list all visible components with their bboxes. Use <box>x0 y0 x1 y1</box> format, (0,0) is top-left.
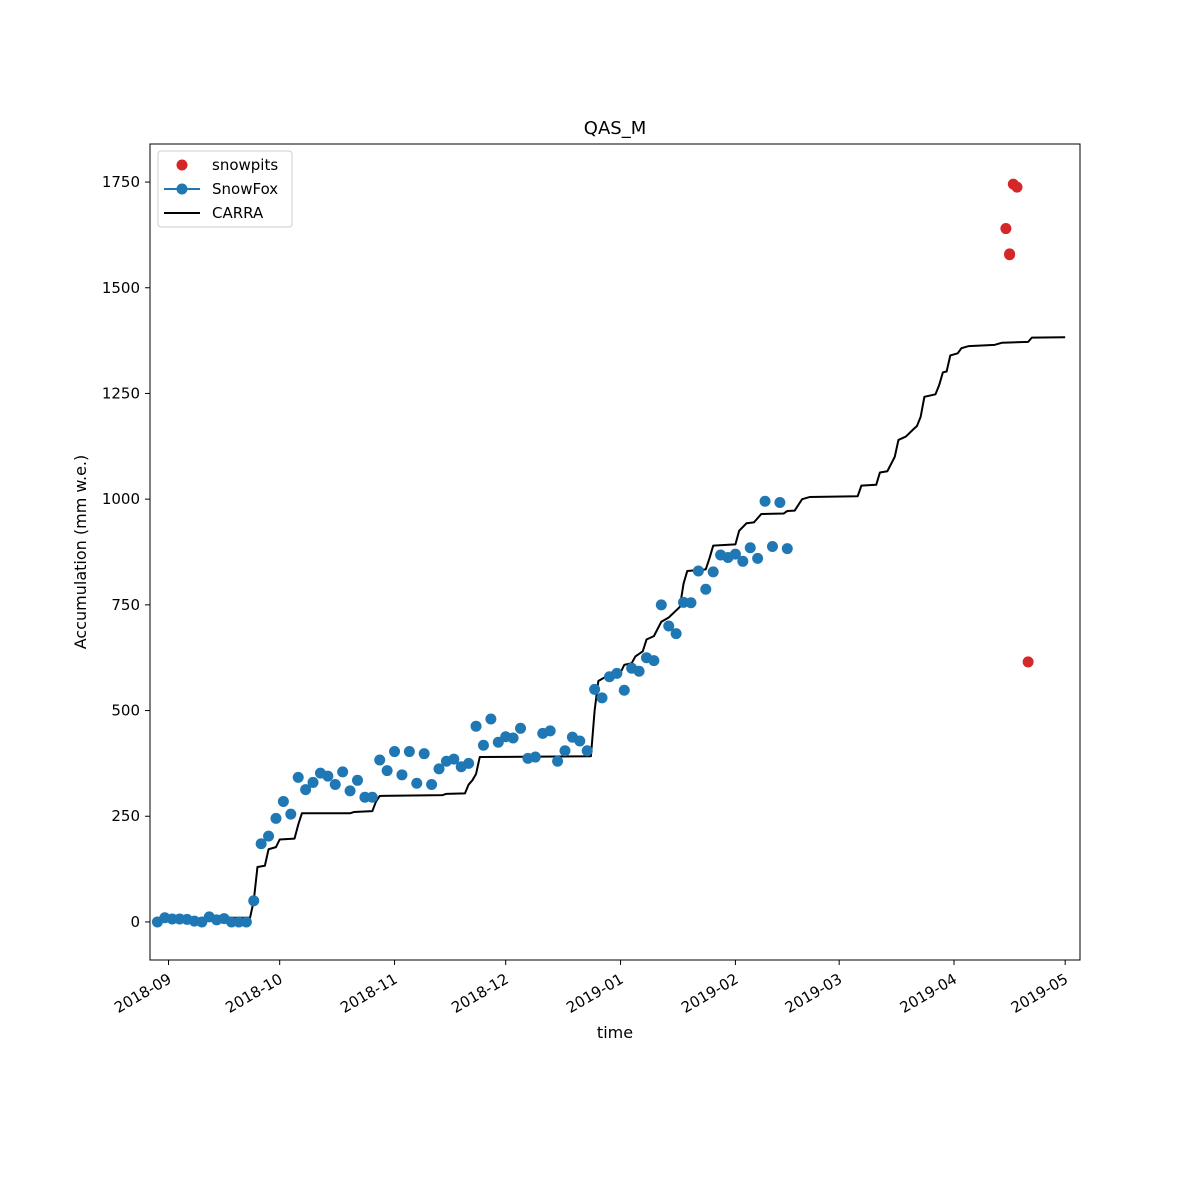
y-tick-label: 0 <box>130 913 140 931</box>
snowfox-point <box>685 597 697 609</box>
snowfox-point <box>337 766 349 778</box>
snowfox-point <box>633 665 645 677</box>
snowfox-point <box>248 895 260 907</box>
snowfox-point <box>307 776 319 788</box>
snowfox-point <box>329 779 341 791</box>
snowfox-point <box>433 763 445 775</box>
snowfox-point <box>411 777 423 789</box>
snowfox-point <box>611 667 623 679</box>
snowfox-point <box>374 754 386 766</box>
snowfox-point <box>263 830 275 842</box>
y-tick-label: 1500 <box>102 279 140 297</box>
snowfox-point <box>470 720 482 732</box>
snowpit-point <box>1004 249 1016 261</box>
snowfox-point <box>515 722 527 734</box>
snowfox-point <box>700 583 712 595</box>
snowfox-point <box>596 692 608 704</box>
snowfox-point <box>285 808 297 820</box>
snowfox-point <box>648 655 660 667</box>
legend-carra-label: CARRA <box>212 204 264 222</box>
snowfox-point <box>759 495 771 507</box>
snowfox-point <box>655 599 667 611</box>
snowfox-point <box>766 541 778 553</box>
snowfox-point <box>618 684 630 696</box>
snowfox-point <box>744 542 756 554</box>
snowfox-point <box>277 795 289 807</box>
snowfox-point <box>463 757 475 769</box>
snowfox-point <box>663 620 675 632</box>
snowfox-point <box>255 838 267 850</box>
legend-snowfox-label: SnowFox <box>212 180 278 198</box>
legend-snowpits-label: snowpits <box>212 156 278 174</box>
snowfox-point <box>589 683 601 695</box>
legend-frame <box>157 150 293 228</box>
snowfox-point <box>240 916 252 928</box>
snowfox-point <box>381 765 393 777</box>
y-axis: 0 250 500 750 1000 1250 1500 1750 <box>102 173 150 931</box>
snowfox-point <box>448 753 460 765</box>
series-layer <box>151 178 1066 928</box>
snowfox-point <box>351 774 363 786</box>
snowfox-point <box>581 745 593 757</box>
snowfox-point <box>507 732 519 744</box>
snowfox-point <box>692 565 704 577</box>
y-axis-label: Accumulation (mm w.e.) <box>71 455 90 649</box>
snowpit-point <box>1011 181 1023 193</box>
legend: snowpits SnowFox CARRA <box>157 150 293 228</box>
y-tick-label: 1750 <box>102 173 140 191</box>
snowfox-point <box>781 543 793 555</box>
carra-line <box>157 336 1066 923</box>
legend-snowfox-marker <box>176 183 188 195</box>
snowfox-point <box>403 746 415 758</box>
snowfox-point <box>389 746 401 758</box>
snowfox-point <box>707 566 719 578</box>
x-axis-label: time <box>597 1023 633 1042</box>
snowfox-point <box>774 497 786 509</box>
snowfox-point <box>477 739 489 751</box>
snowpit-point <box>1000 223 1012 235</box>
snowfox-point <box>300 784 312 796</box>
snowfox-point <box>426 779 438 791</box>
snowfox-point <box>322 770 334 782</box>
snowfox-point <box>270 812 282 824</box>
snowpit-point <box>1022 656 1034 668</box>
snowfox-point <box>729 548 741 560</box>
snowfox-point <box>552 755 564 767</box>
snowfox-point <box>366 791 378 803</box>
snowfox-point <box>396 769 408 781</box>
snowfox-point <box>737 555 749 567</box>
y-tick-label: 250 <box>111 807 140 825</box>
snowfox-point <box>485 713 497 725</box>
snowfox-point <box>529 751 541 763</box>
snowfox-point <box>574 735 586 747</box>
legend-snowpits-marker <box>176 159 188 171</box>
snowfox-point <box>292 771 304 783</box>
snowfox-point <box>670 628 682 640</box>
snowfox-point <box>418 748 430 760</box>
y-tick-label: 1250 <box>102 384 140 402</box>
y-tick-label: 750 <box>111 596 140 614</box>
snowfox-point <box>344 785 356 797</box>
y-tick-label: 500 <box>111 702 140 720</box>
axes-frame <box>149 143 1081 961</box>
snowfox-point <box>752 552 764 564</box>
snowfox-point <box>559 745 571 757</box>
y-tick-label: 1000 <box>102 490 140 508</box>
snowfox-point <box>544 725 556 737</box>
chart-title: QAS_M <box>584 118 646 139</box>
